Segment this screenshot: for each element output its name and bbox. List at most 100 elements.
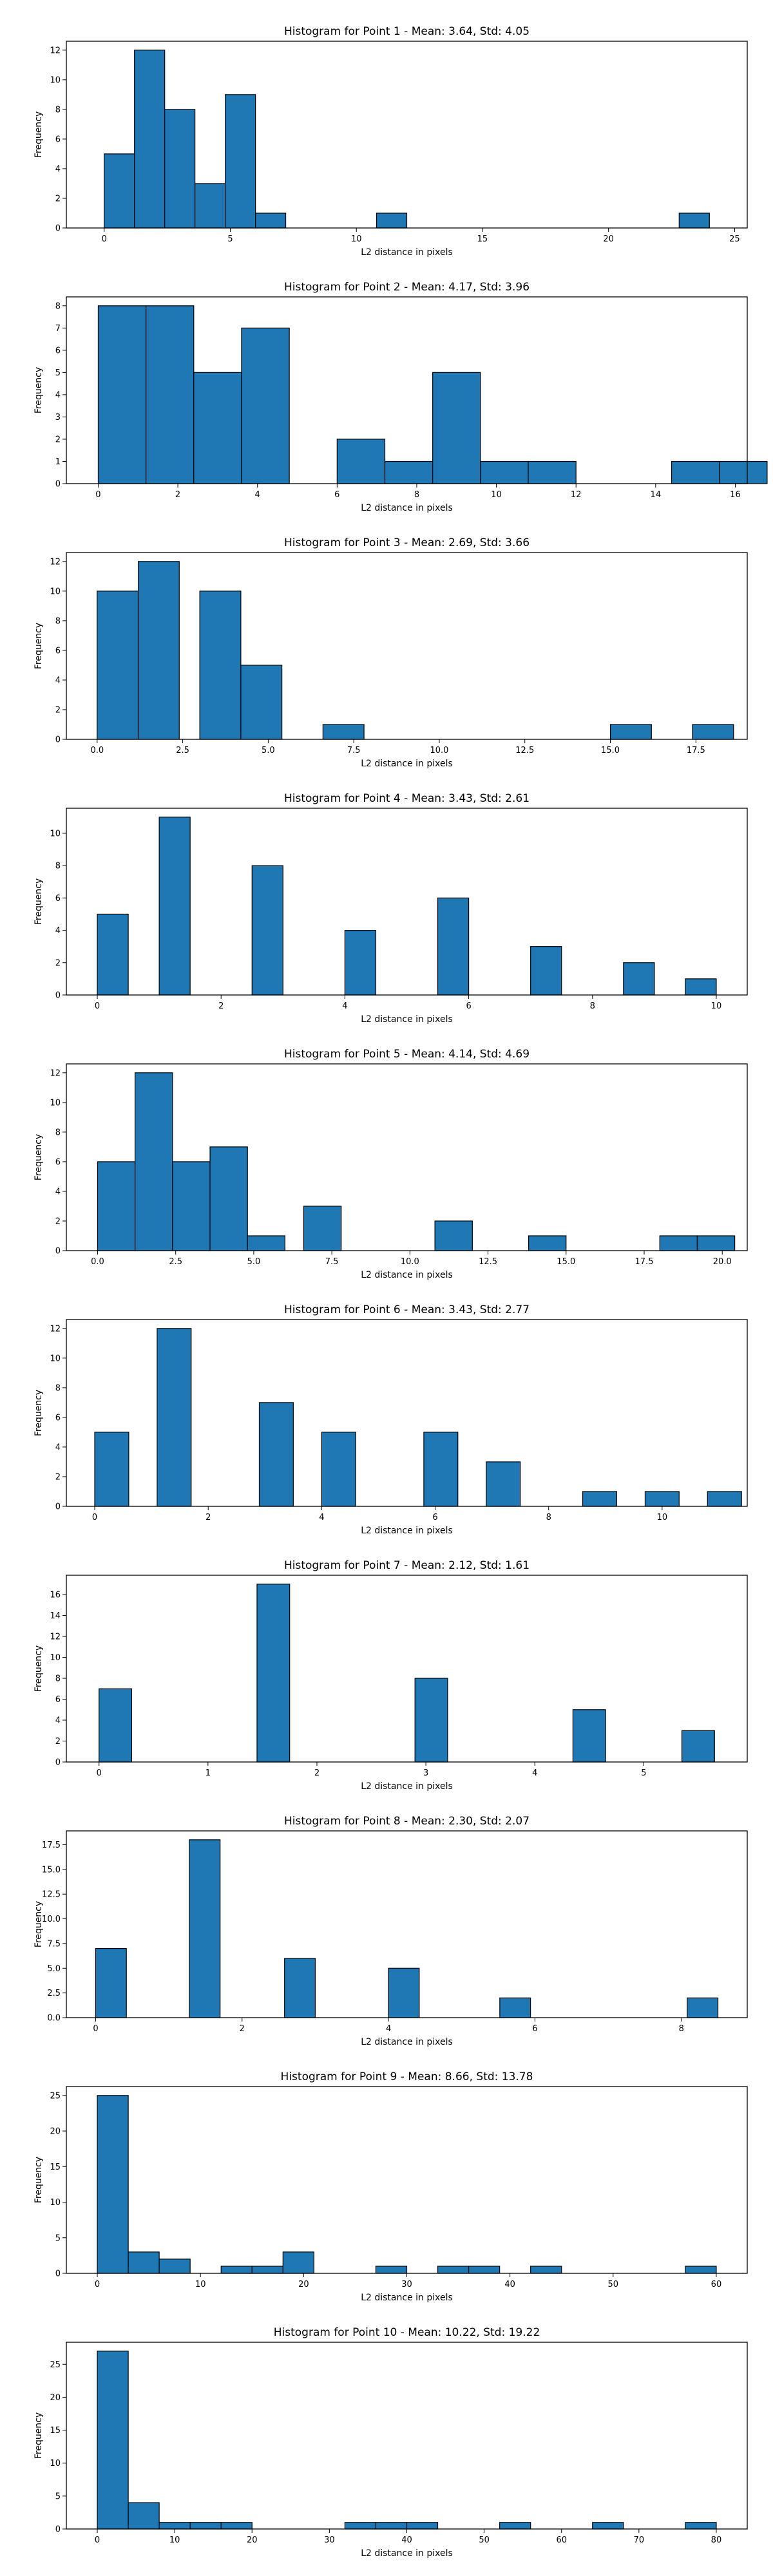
histogram-bar	[685, 978, 717, 996]
x-tick-label: 0.0	[91, 1257, 104, 1267]
axes-frame	[66, 41, 748, 229]
histogram-bar	[158, 2259, 191, 2274]
x-tick-label: 20.0	[713, 1257, 732, 1267]
histogram-bar	[199, 591, 242, 740]
axes-frame	[66, 296, 748, 484]
axes-frame	[66, 1063, 748, 1251]
y-axis-label: Frequency	[33, 878, 44, 925]
histogram-bar	[164, 109, 196, 229]
y-tick-label: 0	[55, 224, 61, 234]
y-tick-label: 8	[55, 105, 61, 115]
x-axis-label: L2 distance in pixels	[361, 1526, 453, 1536]
y-tick-label: 12	[50, 1068, 61, 1078]
y-axis-label: Frequency	[33, 2157, 44, 2203]
histogram-panel-6: Histogram for Point 6 - Mean: 3.43, Std:…	[33, 1303, 748, 1536]
histogram-bar	[406, 2522, 439, 2530]
y-tick-label: 5.0	[47, 1964, 61, 1974]
histogram-bar	[97, 2095, 129, 2274]
x-tick-label: 4	[532, 1768, 537, 1778]
x-tick-label: 20	[603, 234, 614, 244]
x-tick-label: 0	[102, 234, 107, 244]
x-tick-label: 8	[414, 490, 419, 500]
histogram-bar	[220, 2522, 253, 2530]
histogram-bar	[195, 183, 226, 229]
x-tick-label: 20	[298, 2280, 309, 2289]
histogram-bar	[128, 2502, 160, 2530]
y-tick-label: 2	[55, 958, 61, 968]
histogram-bar	[189, 1839, 221, 2018]
histogram-bar	[258, 1402, 294, 1507]
x-tick-label: 5	[227, 234, 233, 244]
histogram-bar	[375, 2266, 408, 2274]
y-tick-label: 0	[55, 2525, 61, 2535]
y-tick-label: 8	[55, 1674, 61, 1684]
histogram-bar	[97, 2351, 129, 2530]
histogram-bar	[95, 1947, 127, 2018]
histogram-bar	[240, 665, 283, 740]
x-tick-label: 2	[205, 1513, 211, 1522]
y-axis-label: Frequency	[33, 1645, 44, 1692]
histogram-bar	[135, 1072, 173, 1251]
y-tick-label: 15	[50, 2163, 61, 2172]
y-tick-label: 4	[55, 390, 61, 400]
x-tick-label: 40	[504, 2280, 515, 2289]
y-tick-label: 2	[55, 1217, 61, 1226]
y-tick-label: 15.0	[42, 1865, 61, 1875]
histogram-bar	[99, 1688, 133, 1763]
y-tick-label: 6	[55, 135, 61, 144]
histogram-bar	[388, 1967, 420, 2018]
histogram-bar	[432, 372, 481, 484]
x-tick-label: 0	[93, 2024, 98, 2034]
y-tick-label: 8	[55, 616, 61, 626]
x-tick-label: 8	[590, 1001, 595, 1011]
histogram-bar	[623, 962, 655, 996]
x-tick-label: 5.0	[262, 746, 275, 755]
x-tick-label: 12.5	[515, 746, 534, 755]
y-tick-label: 5	[55, 2492, 61, 2501]
y-tick-label: 4	[55, 676, 61, 685]
x-tick-label: 10.0	[401, 1257, 419, 1267]
histogram-panel-8: Histogram for Point 8 - Mean: 2.30, Std:…	[33, 1815, 748, 2047]
chart-title: Histogram for Point 3 - Mean: 2.69, Std:…	[284, 536, 530, 549]
histogram-bar	[97, 913, 129, 996]
y-tick-label: 4	[55, 1443, 61, 1452]
histogram-panel-1: Histogram for Point 1 - Mean: 3.64, Std:…	[33, 25, 748, 258]
chart-title: Histogram for Point 4 - Mean: 3.43, Std:…	[284, 792, 530, 805]
x-tick-label: 10	[491, 490, 502, 500]
y-tick-label: 2.5	[47, 1989, 61, 1998]
x-tick-label: 0	[95, 490, 100, 500]
x-tick-label: 0	[97, 1768, 102, 1778]
histogram-bar	[685, 2522, 717, 2530]
histogram-panel-9: Histogram for Point 9 - Mean: 8.66, Std:…	[33, 2070, 748, 2303]
histogram-bar	[437, 2266, 470, 2274]
histogram-bar	[609, 724, 652, 740]
histogram-bar	[696, 1235, 736, 1251]
y-tick-label: 6	[55, 1695, 61, 1705]
x-tick-label: 12	[571, 490, 582, 500]
x-tick-label: 25	[729, 234, 740, 244]
chart-title: Histogram for Point 10 - Mean: 10.22, St…	[274, 2326, 540, 2339]
histogram-bar	[322, 724, 365, 740]
x-axis-label: L2 distance in pixels	[361, 2548, 453, 2559]
x-tick-label: 2	[240, 2024, 245, 2034]
x-tick-label: 6	[432, 1513, 437, 1522]
x-tick-label: 10	[711, 1001, 722, 1011]
x-axis-label: L2 distance in pixels	[361, 2037, 453, 2047]
histogram-bar	[468, 2266, 501, 2274]
x-tick-label: 30	[324, 2535, 335, 2545]
histogram-bar	[251, 865, 283, 996]
histogram-panel-4: Histogram for Point 4 - Mean: 3.43, Std:…	[33, 792, 748, 1025]
histogram-bar	[582, 1491, 618, 1507]
y-tick-label: 10	[50, 2198, 61, 2208]
y-tick-label: 12	[50, 1324, 61, 1334]
x-tick-label: 6	[532, 2024, 537, 2034]
x-tick-label: 2.5	[169, 1257, 182, 1267]
histogram-bar	[423, 1432, 459, 1507]
x-tick-label: 10.0	[430, 746, 448, 755]
x-tick-label: 3	[423, 1768, 428, 1778]
y-tick-label: 2	[55, 194, 61, 204]
y-tick-label: 10	[50, 829, 61, 838]
histogram-bar	[530, 946, 562, 996]
x-tick-label: 7.5	[347, 746, 361, 755]
histogram-bar	[321, 1432, 356, 1507]
